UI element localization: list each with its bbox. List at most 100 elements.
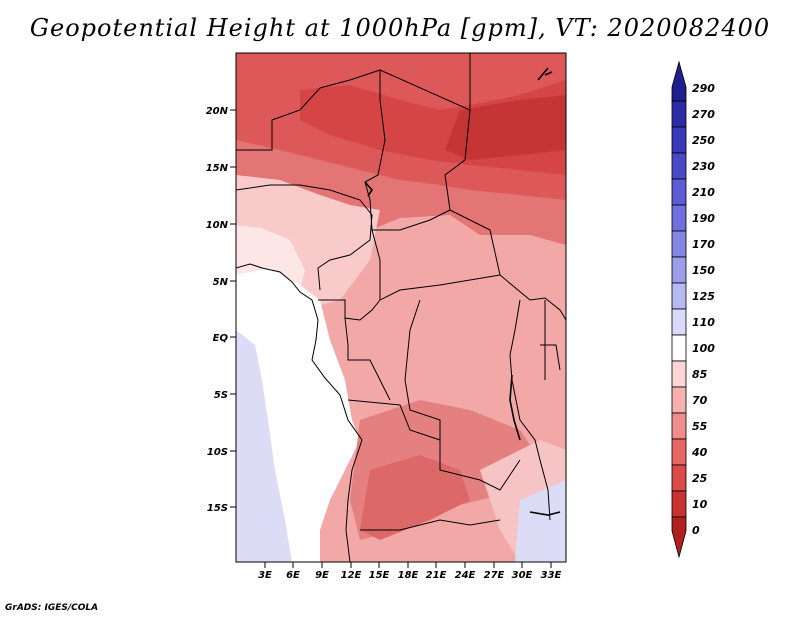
colorbar-swatch: [671, 360, 687, 388]
height-field: [236, 53, 566, 562]
lake-kariba: [529, 511, 561, 516]
colorbar-swatch: [671, 230, 687, 258]
colorbar-label: 290: [692, 82, 715, 95]
country-borders: [236, 53, 566, 562]
lake-tanganyika: [509, 374, 521, 441]
lon-label: 3E: [258, 570, 272, 581]
lon-label: 18E: [398, 570, 419, 581]
field-ocean-blue: [236, 330, 292, 562]
map-frame: [235, 52, 567, 563]
colorbar-swatch: [671, 516, 687, 559]
lat-tick: EQ: [213, 333, 236, 344]
lat-tick: 15N: [206, 163, 236, 174]
colorbar-label: 85: [692, 368, 708, 381]
colorbar-label: 40: [691, 446, 708, 459]
lat-label: 10S: [207, 447, 228, 458]
lon-tick: 6E: [286, 562, 300, 581]
colorbar-swatch: [671, 152, 687, 180]
lon-label: 33E: [541, 570, 562, 581]
colorbar-swatch: [671, 178, 687, 206]
border-drc: [404, 299, 521, 491]
border-gabon-congo: [318, 299, 391, 401]
lon-label: 21E: [426, 570, 447, 581]
lat-tick: 5N: [213, 277, 236, 288]
border-east-africa: [529, 297, 566, 380]
lon-label: 24E: [455, 570, 476, 581]
lat-label: 15N: [206, 163, 229, 174]
colorbar-swatch: [671, 100, 687, 128]
lat-tick: 10N: [206, 220, 236, 231]
border-great-lakes: [509, 299, 551, 521]
lon-label: 30E: [512, 570, 533, 581]
lon-tick: 33E: [541, 562, 562, 581]
lat-label: 5N: [213, 277, 229, 288]
border-chad-sudan: [379, 69, 531, 301]
lon-tick: 12E: [341, 562, 362, 581]
map-title: Geopotential Height at 1000hPa [gpm], VT…: [29, 14, 771, 42]
colorbar-label: 190: [692, 212, 715, 225]
lon-label: 12E: [341, 570, 362, 581]
lat-label: 15S: [207, 503, 228, 514]
colorbar-swatch: [671, 334, 687, 362]
lon-tick: 9E: [315, 562, 329, 581]
colorbar-label: 70: [692, 394, 708, 407]
colorbar-swatch: [671, 308, 687, 336]
lon-label: 27E: [484, 570, 505, 581]
colorbar-label: 55: [692, 420, 708, 433]
lat-tick: 20N: [206, 106, 236, 117]
colorbar-swatch: [671, 438, 687, 466]
colorbar-label: 110: [692, 316, 715, 329]
lat-tick: 5S: [214, 390, 236, 401]
colorbar-label: 170: [692, 238, 715, 251]
lon-tick: 15E: [369, 562, 390, 581]
border-angola-zambia: [347, 399, 501, 531]
colorbar-label: 210: [692, 186, 715, 199]
lon-label: 9E: [315, 570, 329, 581]
colorbar-label: 25: [692, 472, 708, 485]
colorbar-swatch: [671, 126, 687, 154]
border-nigeria-cameroon: [236, 184, 373, 291]
lon-tick: 30E: [512, 562, 533, 581]
colorbar-swatch: [671, 204, 687, 232]
lake-nasser: [537, 67, 553, 81]
field-mozambique-blue: [515, 480, 566, 562]
lat-label: 5S: [214, 390, 228, 401]
lat-tick: 15S: [207, 503, 236, 514]
colorbar-label: 125: [692, 290, 715, 303]
lon-tick: 3E: [258, 562, 272, 581]
grads-credit: GrADS: IGES/COLA: [5, 603, 99, 613]
colorbar-swatch: [671, 386, 687, 414]
colorbar-swatch: [671, 282, 687, 310]
lat-label: EQ: [213, 333, 229, 344]
lon-label: 15E: [369, 570, 390, 581]
latitude-axis: 20N 15N 10N 5N EQ 5S 10S 15S: [206, 106, 236, 514]
colorbar-label: 0: [692, 524, 700, 537]
lat-tick: 10S: [207, 447, 236, 458]
colorbar-label: 250: [692, 134, 715, 147]
lon-tick: 24E: [455, 562, 476, 581]
colorbar-swatch: [671, 60, 687, 102]
lon-tick: 27E: [484, 562, 505, 581]
colorbar-label: 100: [692, 342, 715, 355]
field-sudan-core: [445, 95, 566, 160]
colorbar-swatch: [671, 490, 687, 518]
lat-label: 20N: [206, 106, 229, 117]
lon-label: 6E: [286, 570, 300, 581]
colorbar-swatch: [671, 464, 687, 492]
lake-chad: [364, 181, 374, 197]
lat-label: 10N: [206, 220, 229, 231]
colorbar-swatch: [671, 412, 687, 440]
lon-tick: 18E: [398, 562, 419, 581]
colorbar-label: 150: [692, 264, 715, 277]
colorbar-label: 270: [692, 108, 715, 121]
west-coastline: [236, 263, 363, 562]
lon-tick: 21E: [426, 562, 447, 581]
field-angola-high: [360, 455, 470, 540]
colorbar-label: 10: [692, 498, 708, 511]
border-car: [371, 209, 501, 301]
colorbar-swatch: [671, 256, 687, 284]
longitude-axis: 3E 6E 9E 12E 15E 18E 21E 24E 27E 30E 33E: [258, 562, 562, 581]
colorbar-label: 230: [692, 160, 715, 173]
colorbar: 2902702502302101901701501251101008570554…: [671, 60, 715, 559]
